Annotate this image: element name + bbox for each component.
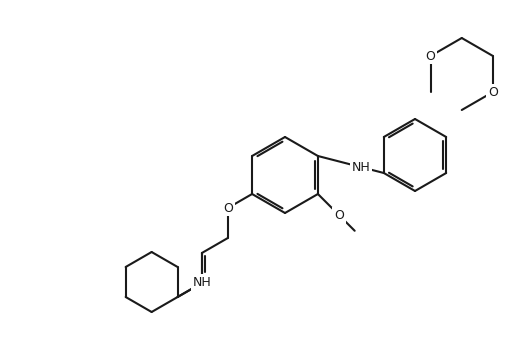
Text: O: O [334, 209, 344, 222]
Text: O: O [197, 275, 207, 288]
Text: O: O [426, 49, 435, 63]
Text: O: O [488, 85, 498, 98]
Text: NH: NH [192, 276, 211, 289]
Text: O: O [223, 202, 233, 215]
Text: NH: NH [352, 161, 370, 174]
